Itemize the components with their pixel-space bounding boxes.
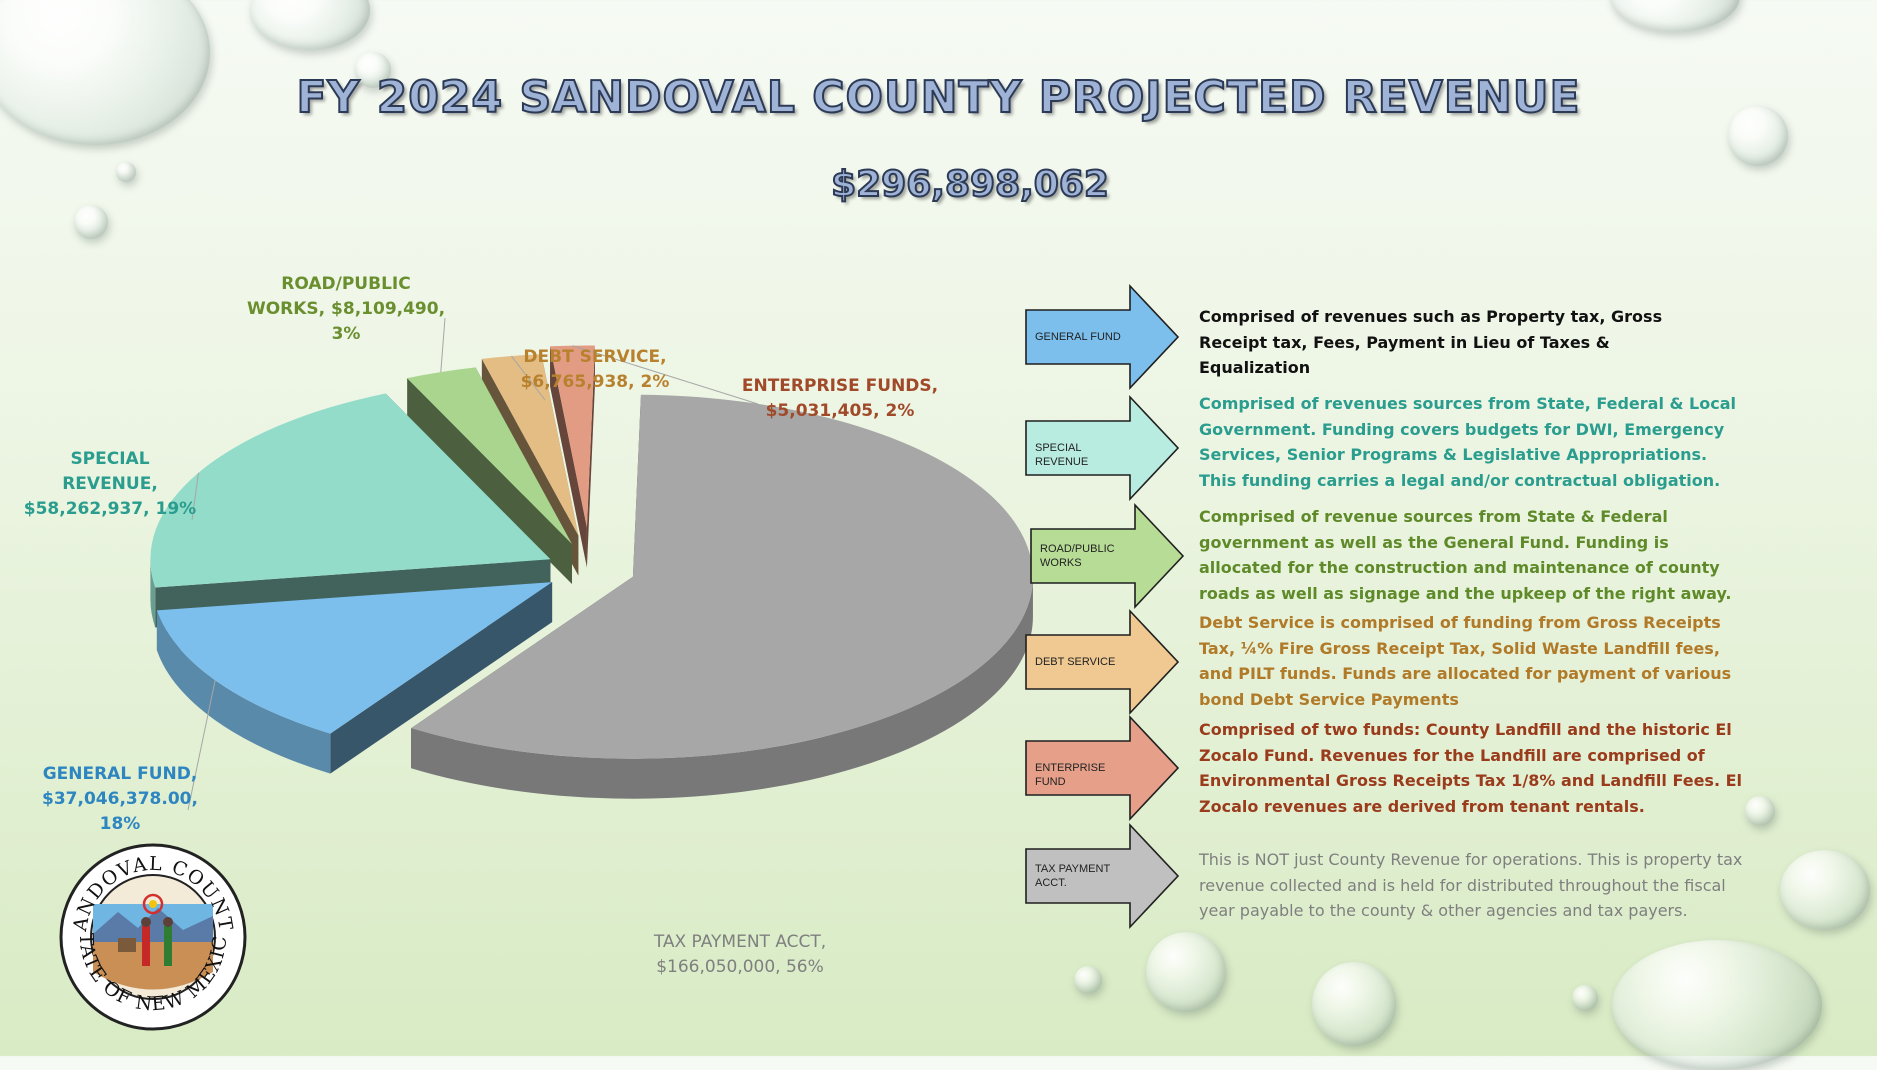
slice-label-line: DEBT SERVICE,	[523, 347, 667, 367]
pie-slice-top	[150, 393, 551, 588]
legend-arrow-debt-service: DEBT SERVICE	[1025, 608, 1180, 716]
pie-slice-road-public-works	[407, 367, 572, 584]
pie-slice-top	[411, 394, 1033, 759]
page-title: FY 2024 SANDOVAL COUNTY PROJECTED REVENU…	[295, 71, 1581, 124]
arrow-shape	[1025, 608, 1180, 716]
slice-label-line: $6,765,938, 2%	[520, 372, 670, 392]
pie-slice-top	[481, 354, 579, 536]
total-revenue: $296,898,062	[830, 163, 1110, 206]
slice-label-enterprise-funds: ENTERPRISE FUNDS, $5,031,405, 2%	[735, 374, 945, 424]
water-drop-decoration	[1612, 940, 1822, 1070]
county-seal-logo: SANDOVAL COUNTY STATE OF NEW MEXICO	[58, 842, 247, 1031]
slice-label-line: $58,262,937, 19%	[23, 499, 197, 519]
pie-slice-wall	[586, 345, 595, 568]
leader-line	[440, 317, 446, 373]
legend-description: Comprised of revenues such as Property t…	[1199, 307, 1663, 377]
legend-description: Comprised of two funds: County Landfill …	[1199, 720, 1743, 816]
leader-line	[191, 472, 199, 521]
water-drop-decoration	[1728, 106, 1788, 166]
pie-slice-tax-payment-acct	[411, 394, 1033, 799]
legend-arrow-label: GENERAL FUND	[1035, 331, 1121, 343]
pie-slice-wall	[550, 346, 587, 568]
legend-arrow-enterprise-fund: ENTERPRISE FUND	[1025, 714, 1180, 822]
pie-slice-wall	[330, 582, 553, 774]
legend-arrow-special-revenue: SPECIAL REVENUE	[1025, 394, 1180, 502]
legend-arrow-road-public-works: ROAD/PUBLIC WORKS	[1030, 502, 1185, 610]
arrow-shape	[1025, 714, 1180, 822]
legend-arrow-label: SPECIAL REVENUE	[1035, 442, 1089, 468]
pie-slice-wall	[407, 378, 572, 584]
water-drop-decoration	[116, 162, 136, 182]
slice-label-line: ENTERPRISE FUNDS,	[741, 376, 939, 396]
legend-arrow-tax-payment-acct-: TAX PAYMENT ACCT.	[1025, 822, 1180, 930]
arrow-shape	[1025, 283, 1180, 391]
pie-slice-general-fund	[156, 582, 553, 774]
water-drop-decoration	[1572, 985, 1598, 1011]
pie-slice-top	[550, 345, 595, 528]
legend-description: Comprised of revenues sources from State…	[1199, 394, 1736, 490]
water-drop-decoration	[1780, 850, 1870, 930]
pie-slice-enterprise-funds	[550, 345, 595, 568]
legend-arrow-label: DEBT SERVICE	[1035, 656, 1116, 668]
legend-arrow-label: ENTERPRISE FUND	[1035, 762, 1106, 788]
slice-label-line: 3%	[331, 324, 361, 344]
water-drop-decoration	[74, 205, 108, 239]
slice-label-line: WORKS, $8,109,490,	[246, 299, 446, 319]
arrow-shape	[1030, 502, 1185, 610]
slice-label-line: GENERAL FUND,	[42, 764, 198, 784]
leader-line	[511, 355, 546, 401]
slice-label-line: TAX PAYMENT ACCT,	[653, 932, 827, 952]
slice-label-line: REVENUE,	[62, 474, 158, 494]
pie-slice-side	[411, 576, 1033, 799]
slice-label-special-revenue: SPECIAL REVENUE, $58,262,937, 19%	[10, 447, 210, 522]
slice-label-line: 18%	[99, 814, 141, 834]
water-drop-decoration	[1745, 796, 1775, 826]
water-drop-decoration	[1146, 932, 1226, 1012]
slice-label-general-fund: GENERAL FUND, $37,046,378.00, 18%	[10, 762, 230, 837]
slice-label-line: $37,046,378.00,	[42, 789, 198, 809]
water-drop-decoration	[1312, 962, 1396, 1046]
legend-description: This is NOT just County Revenue for oper…	[1199, 850, 1743, 920]
slice-label-line: $166,050,000, 56%	[656, 957, 824, 977]
pie-slice-top	[407, 367, 572, 544]
pie-slice-side	[150, 559, 156, 628]
legend-arrow-general-fund: GENERAL FUND	[1025, 283, 1180, 391]
legend-arrow-label: TAX PAYMENT ACCT.	[1035, 863, 1110, 889]
leader-line	[572, 345, 759, 405]
slice-label-line: SPECIAL	[70, 449, 150, 469]
slice-label-road-public-works: ROAD/PUBLIC WORKS, $8,109,490, 3%	[236, 272, 456, 347]
slice-label-line: ROAD/PUBLIC	[281, 274, 411, 294]
legend-description: Comprised of revenue sources from State …	[1199, 507, 1732, 603]
pie-slice-side	[156, 610, 331, 774]
water-drop-decoration	[355, 52, 391, 88]
leader-line	[187, 680, 216, 811]
slice-label-tax-payment: TAX PAYMENT ACCT, $166,050,000, 56%	[590, 930, 890, 980]
slice-label-debt-service: DEBT SERVICE, $6,765,938, 2%	[510, 345, 680, 395]
slice-label-line: $5,031,405, 2%	[765, 401, 915, 421]
water-drop-decoration	[1074, 966, 1102, 994]
arrow-shape	[1025, 394, 1180, 502]
pie-slice-top	[156, 582, 553, 734]
legend-description: Debt Service is comprised of funding fro…	[1199, 613, 1732, 709]
arrow-shape	[1025, 822, 1180, 930]
legend-arrow-label: ROAD/PUBLIC WORKS	[1040, 543, 1115, 569]
